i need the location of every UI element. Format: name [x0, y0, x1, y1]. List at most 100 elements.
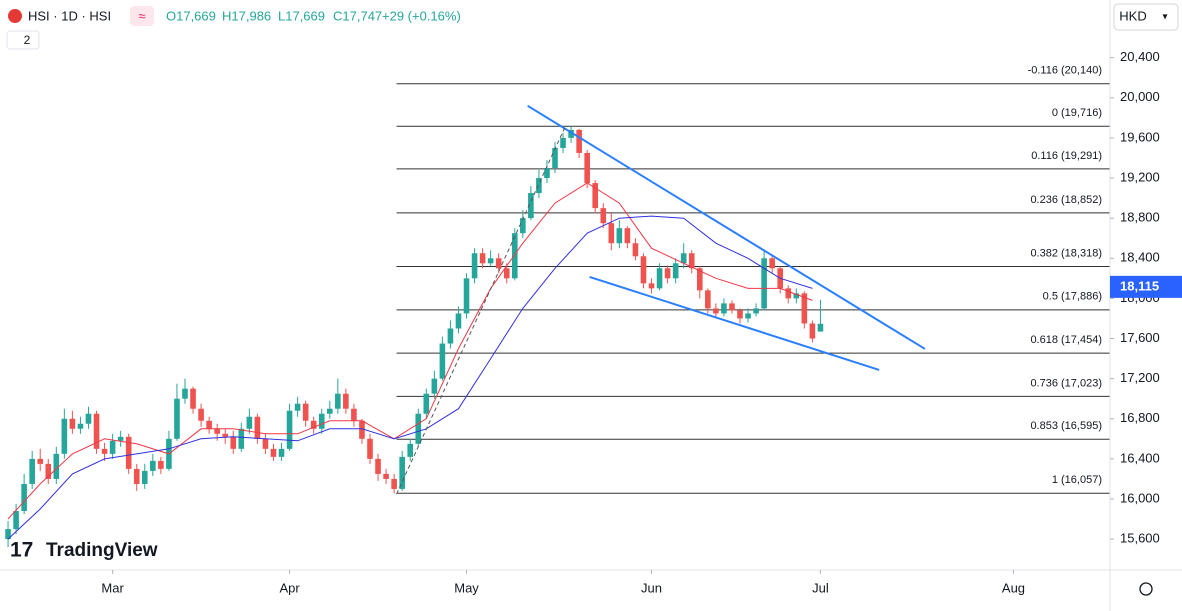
candle-body — [109, 440, 116, 454]
x-tick-label: Mar — [101, 580, 124, 595]
fib-label: 0.736 (17,023) — [1030, 377, 1102, 389]
candle-body — [359, 420, 365, 439]
candle-body — [793, 293, 800, 299]
y-tick-label: 17,200 — [1120, 370, 1160, 385]
candle-body — [721, 303, 727, 314]
x-tick-label: Aug — [1002, 580, 1025, 595]
candle-body — [254, 416, 261, 439]
candle-body — [471, 253, 478, 279]
candle-body — [447, 328, 454, 344]
fib-label: 0.382 (18,318) — [1030, 247, 1102, 259]
candle-body — [737, 310, 743, 319]
ohlc: +29 (+0.16%) — [382, 8, 461, 23]
candle-body — [190, 388, 196, 409]
candle-body — [431, 378, 438, 394]
candle-body — [688, 253, 695, 269]
y-tick-label: 20,400 — [1120, 49, 1160, 64]
candle-body — [310, 420, 317, 429]
candle-body — [230, 436, 237, 449]
candle-body — [77, 423, 84, 429]
y-tick-label: 17,600 — [1120, 330, 1160, 345]
settings-icon[interactable] — [1139, 582, 1153, 596]
candle-body — [809, 323, 816, 339]
candle-body — [656, 268, 663, 289]
candle-body — [640, 256, 647, 284]
symbol[interactable]: HSI · 1D · HSI — [28, 8, 111, 23]
candle-body — [600, 208, 607, 224]
candle-body — [817, 323, 824, 332]
candle-body — [680, 253, 687, 264]
candle-body — [13, 511, 19, 530]
candle-body — [198, 408, 204, 421]
candle-body — [262, 438, 269, 449]
candle-body — [745, 313, 751, 319]
logo: TradingView — [46, 540, 158, 561]
candle-body — [125, 436, 132, 469]
candle-body — [286, 410, 293, 449]
candle-body — [479, 253, 486, 264]
candle-body — [713, 308, 719, 314]
candle-body — [383, 473, 389, 479]
candle-body — [182, 388, 188, 399]
ohlc: O17,669 — [166, 8, 216, 23]
candle-body — [335, 393, 341, 409]
candle-body — [632, 243, 639, 257]
candle-body — [326, 408, 333, 414]
candle-body — [415, 413, 422, 444]
ohlc: H17,986 — [222, 8, 271, 23]
candle-body — [487, 258, 494, 264]
candle-body — [53, 453, 60, 479]
fib-label: 0 (19,716) — [1052, 107, 1102, 119]
candle-body — [278, 448, 285, 457]
candle-body — [61, 418, 68, 454]
candle-body — [29, 458, 35, 484]
candle-body — [158, 460, 164, 469]
candle-body — [648, 283, 655, 289]
candle-body — [592, 183, 599, 209]
candle-body — [769, 258, 775, 269]
candle-body — [407, 443, 414, 457]
candle-body — [552, 147, 558, 169]
candle-body — [495, 258, 502, 269]
fib-label: -0.116 (20,140) — [1028, 65, 1102, 77]
candle-body — [664, 268, 671, 279]
candle-body — [351, 408, 357, 421]
candle-body — [761, 258, 767, 309]
candle-body — [729, 303, 735, 311]
moving-average — [7, 215, 813, 540]
fib-label: 1 (16,057) — [1052, 474, 1102, 486]
fib-label: 0.5 (17,886) — [1043, 291, 1102, 303]
layers-count: 2 — [24, 33, 31, 47]
candle-body — [608, 223, 615, 244]
trend-line — [527, 104, 926, 350]
candle-body — [302, 403, 309, 421]
candle-body — [520, 218, 526, 234]
candle-body — [399, 456, 405, 489]
candle-body — [616, 228, 623, 244]
trend-line — [589, 275, 880, 371]
candle-body — [318, 413, 325, 429]
candle-body — [141, 470, 148, 484]
y-tick-label: 18,400 — [1120, 250, 1160, 265]
candle-body — [455, 313, 462, 329]
y-tick-label: 16,800 — [1120, 410, 1160, 425]
plot-area: -0.116 (20,140) 0 (19,716) 0.116 (19,291) 0… — [5, 65, 1110, 548]
currency-button[interactable] — [1113, 3, 1179, 31]
candle-body — [785, 288, 792, 299]
layers-button[interactable] — [6, 30, 40, 50]
candle-body — [150, 460, 156, 471]
candle-body — [294, 403, 301, 411]
candle-body — [69, 418, 76, 429]
fib-label: 0.116 (19,291) — [1031, 150, 1102, 162]
candle-body — [37, 458, 44, 464]
candle-body — [439, 343, 446, 379]
y-tick-label: 15,600 — [1120, 531, 1160, 546]
candle-body — [560, 137, 566, 148]
compare-button[interactable] — [130, 6, 154, 26]
ohlc: L17,669 — [278, 8, 325, 23]
candle-body — [367, 438, 373, 459]
candle-body — [117, 436, 124, 441]
candle-body — [672, 263, 679, 279]
ohlc: C17,747 — [333, 8, 382, 23]
candle-body — [270, 448, 277, 457]
